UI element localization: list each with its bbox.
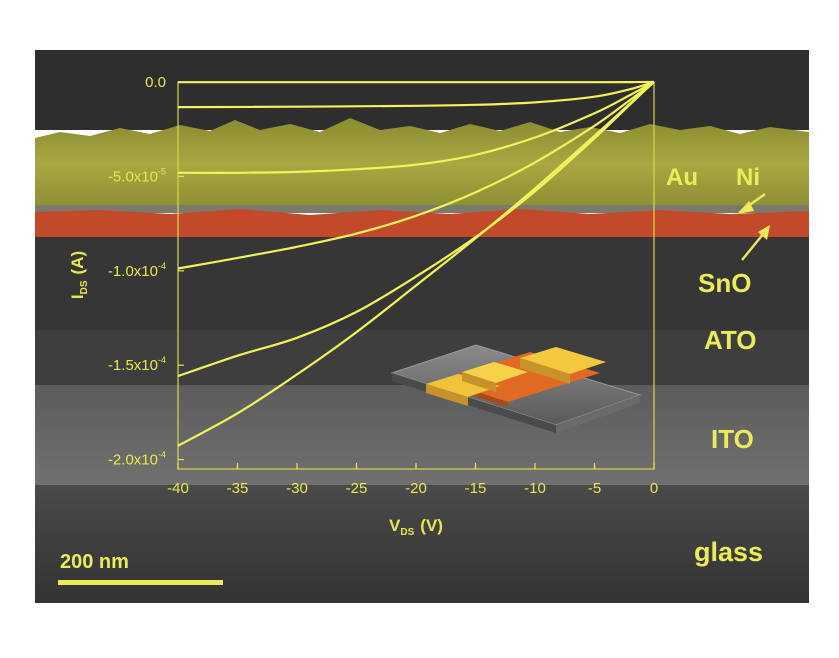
device-illustration	[390, 344, 642, 433]
label-ito: ITO	[711, 424, 754, 454]
substrate-edge-right	[556, 395, 640, 433]
x-tick-label: -10	[524, 480, 546, 497]
y-axis-label-unit: (A)	[68, 251, 87, 275]
scale-bar-line	[58, 580, 223, 585]
label-sno: SnO	[698, 268, 751, 298]
label-glass: glass	[694, 537, 763, 567]
electrode-right-side	[520, 358, 570, 384]
sno-arrow-head	[758, 225, 770, 240]
x-tick-label: -40	[167, 480, 189, 497]
y-axis-label-main: I	[68, 294, 87, 299]
sno-arrow-line	[741, 232, 765, 261]
glass-layer	[35, 485, 809, 603]
scale-bar-label: 200 nm	[60, 551, 129, 573]
electrode-right-top	[520, 347, 606, 374]
iv-curves	[177, 80, 655, 447]
x-tick-label: 0	[650, 480, 658, 497]
y-tick-label: -1.0x10-4	[108, 261, 166, 280]
y-ticks: 0.0 -5.0x10-5 -1.0x10-4 -1.5x10-4 -2.0x10-4	[108, 74, 184, 469]
ito-layer	[35, 385, 809, 485]
x-tick-label: -20	[405, 480, 427, 497]
y-tick-label: -1.5x10-4	[108, 355, 166, 374]
iv-curve	[177, 81, 655, 174]
y-tick-label: -5.0x10-5	[108, 166, 166, 185]
scale-bar: 200 nm	[58, 551, 223, 585]
y-tick-label: -2.0x10-4	[108, 450, 166, 469]
pointer-arrows	[737, 193, 770, 261]
electrode-left-top	[426, 374, 500, 397]
ni-layer	[35, 205, 809, 213]
electrode-mid-side	[462, 372, 496, 392]
y-axis-label: IDS (A)	[68, 251, 90, 299]
label-au: Au	[666, 164, 698, 191]
iv-curve	[177, 80, 655, 109]
label-ato: ATO	[704, 325, 756, 355]
iv-curve	[177, 81, 655, 378]
electrode-mid-top	[462, 362, 528, 383]
x-axis-label-sub: DS	[400, 527, 414, 538]
x-tick-label: -15	[465, 480, 487, 497]
x-tick-label: -30	[286, 480, 308, 497]
x-tick-label: -5	[588, 480, 601, 497]
top-dark-region	[35, 50, 809, 130]
x-axis-label: VDS (V)	[389, 516, 443, 538]
x-tick-label: -25	[346, 480, 368, 497]
ni-arrow-head	[737, 201, 754, 214]
iv-curve	[177, 81, 655, 270]
y-tick-label: 0.0	[145, 74, 166, 91]
x-tick-label: -35	[227, 480, 249, 497]
iv-chart: -40 -35 -30 -25 -20 -15 -10 -5 0 0.0 -5.0x10-5 -1.…	[68, 74, 658, 538]
x-ticks: -40 -35 -30 -25 -20 -15 -10 -5 0	[167, 463, 658, 497]
layer-labels: Au Ni SnO ATO ITO glass	[666, 164, 763, 567]
y-axis-label-sub: DS	[79, 280, 90, 294]
sno-layer	[35, 209, 809, 240]
x-axis-label-unit: (V)	[420, 516, 443, 535]
electrode-left-side	[426, 384, 468, 406]
label-ni: Ni	[736, 164, 760, 191]
x-axis-label-main: V	[389, 516, 401, 535]
iv-curve	[177, 81, 655, 447]
